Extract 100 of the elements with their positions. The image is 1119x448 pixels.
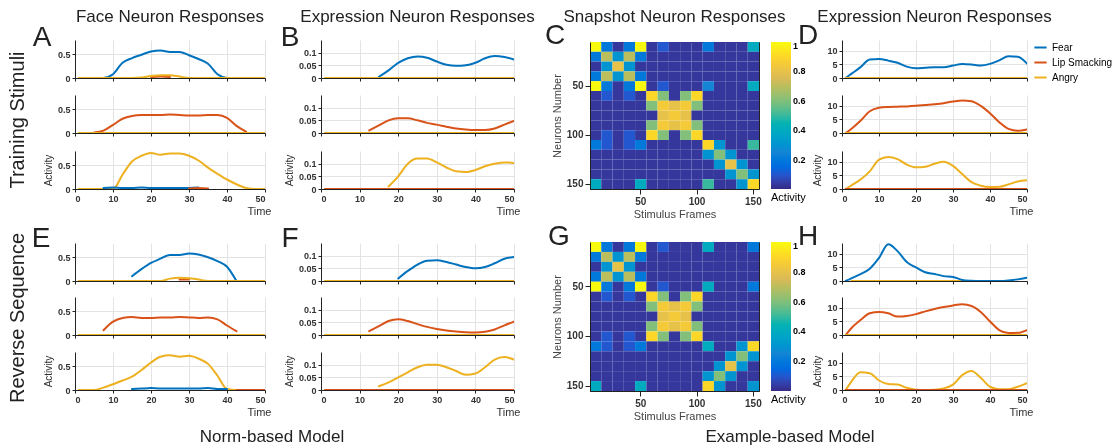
x-tick-label: 50 — [1017, 193, 1028, 204]
line-series — [377, 356, 514, 388]
x-tick-label: 20 — [146, 193, 157, 204]
y-tick-label: 0.1 — [303, 305, 317, 316]
y-tick-label: 50 — [572, 280, 584, 292]
x-axis-title: Time — [1009, 405, 1034, 418]
x-tick-label: 30 — [184, 193, 195, 204]
y-axis-title: Activity — [812, 355, 824, 388]
x-tick-label: 50 — [635, 397, 647, 409]
color-bar-title: Activity — [771, 191, 807, 203]
y-tick-label: 50 — [572, 80, 584, 92]
color-bar-label: 0.6 — [793, 95, 806, 106]
x-tick-label: 20 — [393, 394, 404, 405]
x-tick-label: 50 — [635, 195, 647, 207]
x-tick-label: 40 — [222, 193, 233, 204]
y-tick-label: 10 — [827, 101, 838, 112]
legend-label: Angry — [1052, 71, 1079, 83]
y-tick-label: 0.1 — [303, 48, 317, 59]
color-bar-label: 0.4 — [793, 326, 806, 337]
y-axis-title: Activity — [283, 154, 295, 187]
y-tick-label: 0 — [311, 385, 317, 396]
legend-label: Fear — [1052, 41, 1074, 53]
line-series — [102, 315, 238, 333]
y-tick-label: 0.1 — [303, 360, 317, 371]
x-tick-label: 30 — [432, 394, 443, 405]
line-series — [387, 157, 514, 188]
color-bar-label: 0.8 — [793, 66, 806, 77]
y-tick-label: 0 — [832, 276, 838, 287]
x-tick-label: 10 — [874, 394, 885, 405]
y-tick-label: 0.5 — [57, 49, 71, 60]
y-tick-label: 5 — [832, 262, 838, 273]
x-axis-title: Time — [496, 204, 521, 217]
y-tick-label: 0 — [311, 276, 317, 287]
x-tick-label: 150 — [745, 397, 763, 409]
text: B — [280, 21, 300, 53]
chart-title: Snapshot Neuron Responses — [563, 7, 786, 26]
color-bar-label: 0.6 — [793, 296, 806, 307]
y-tick-label: 0 — [311, 73, 317, 84]
y-axis-title: Neurons Number — [550, 73, 563, 158]
x-tick-label: 40 — [985, 394, 996, 405]
y-tick-label: 150 — [566, 380, 584, 392]
y-axis-title: Neurons Number — [550, 274, 563, 359]
x-axis-title: Time — [247, 405, 272, 418]
x-tick-label: 40 — [222, 394, 233, 405]
x-axis-title: Time — [247, 204, 272, 217]
chart-title: Expression Neuron Responses — [817, 7, 1052, 27]
x-tick-label: 20 — [911, 394, 922, 405]
x-tick-label: 50 — [504, 193, 515, 204]
x-tick-label: 0 — [842, 394, 848, 405]
x-tick-label: 20 — [146, 394, 157, 405]
color-bar-label: 0.8 — [793, 266, 806, 277]
x-tick-label: 50 — [255, 193, 266, 204]
x-tick-label: 50 — [504, 394, 515, 405]
y-tick-label: 0 — [832, 385, 838, 396]
y-tick-label: 0 — [65, 385, 71, 396]
x-tick-label: 30 — [948, 193, 959, 204]
y-tick-label: 150 — [566, 178, 584, 190]
x-tick-label: 0 — [321, 394, 327, 405]
line-series — [93, 113, 247, 133]
y-tick-label: 10 — [827, 46, 838, 57]
x-axis-title: Time — [496, 405, 521, 418]
x-axis-title: Stimulus Frames — [633, 409, 717, 422]
line-series — [397, 255, 514, 280]
y-tick-label: 0.05 — [298, 263, 317, 274]
color-bar-label: 0.2 — [793, 356, 806, 367]
x-tick-label: 0 — [842, 193, 848, 204]
text: G — [548, 220, 570, 252]
text: Norm-based Model — [199, 427, 345, 447]
y-tick-label: 0 — [65, 73, 71, 84]
x-tick-label: 100 — [688, 397, 706, 409]
y-tick-label: 0 — [832, 128, 838, 139]
y-tick-label: 5 — [832, 371, 838, 382]
y-tick-label: 0 — [311, 184, 317, 195]
y-tick-label: 0 — [832, 184, 838, 195]
y-tick-label: 0.1 — [303, 159, 317, 170]
y-tick-label: 0.05 — [298, 171, 317, 182]
y-tick-label: 0 — [311, 330, 317, 341]
color-bar-label: 0.4 — [793, 125, 806, 136]
y-tick-label: 10 — [827, 358, 838, 369]
x-tick-label: 150 — [745, 195, 763, 207]
x-tick-label: 40 — [470, 193, 481, 204]
color-bar-label: 1 — [793, 241, 799, 251]
text: F — [281, 222, 299, 254]
y-axis-title: Activity — [812, 154, 824, 187]
y-tick-label: 0 — [832, 330, 838, 341]
text: E — [31, 222, 51, 254]
text: Training Stimuli — [5, 51, 29, 189]
text: D — [797, 19, 819, 51]
y-tick-label: 0.05 — [298, 115, 317, 126]
x-tick-label: 50 — [1017, 394, 1028, 405]
x-tick-label: 10 — [355, 193, 366, 204]
x-tick-label: 10 — [108, 394, 119, 405]
y-tick-label: 0.05 — [298, 372, 317, 383]
line-series — [368, 117, 514, 132]
line-series — [102, 49, 228, 78]
y-axis-title: Activity — [283, 355, 295, 388]
color-bar-title: Activity — [771, 393, 807, 405]
x-axis-title: Stimulus Frames — [633, 207, 717, 220]
y-tick-label: 10 — [827, 157, 838, 168]
y-tick-label: 0.5 — [57, 252, 71, 263]
